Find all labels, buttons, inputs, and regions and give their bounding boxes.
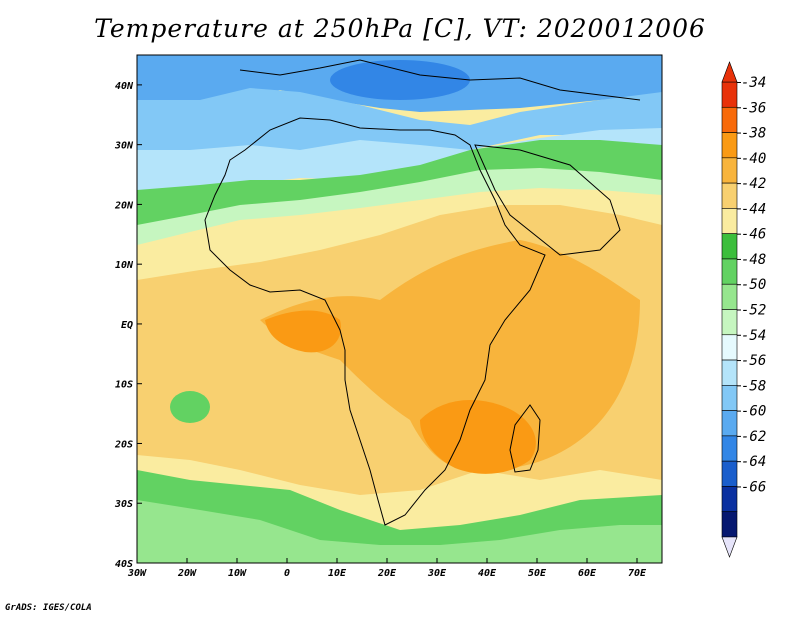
- lat-tick-label: 20S: [114, 439, 133, 450]
- lon-tick-label: 40E: [478, 568, 497, 579]
- lat-tick-label: 10S: [115, 380, 133, 391]
- field-region-pale-green: [137, 168, 662, 245]
- lon-tick-label: 10W: [228, 568, 247, 579]
- arabia-coastline: [474, 144, 621, 256]
- colorbar-swatch: [721, 486, 738, 513]
- lat-tick-label: 30S: [114, 499, 133, 510]
- field-region-med-cold: [330, 60, 470, 100]
- lat-tick-label: 40N: [115, 81, 134, 92]
- colorbar-swatch: [721, 460, 738, 487]
- map-title: Temperature at 250hPa [C], VT: 202001200…: [94, 14, 706, 43]
- lon-tick-label: 0: [284, 568, 290, 579]
- colorbar-swatch: [721, 435, 738, 462]
- lat-tick-label: 30N: [114, 141, 134, 152]
- colorbar-label: -42: [741, 176, 766, 192]
- europe-coastline: [239, 59, 641, 101]
- colorbar-label: -40: [741, 151, 766, 167]
- colorbar-label: -60: [741, 404, 766, 420]
- lon-tick-label: 20W: [177, 568, 197, 579]
- colorbar-label: -48: [741, 252, 766, 268]
- latitude-ticks: 40N 30N 20N 10N EQ 10S 20S 30S 40S: [114, 81, 142, 570]
- colorbar-swatch: [721, 359, 738, 386]
- colorbar: -34 -36 -38 -40 -42 -44 -46 -48 -50 -52 -54 -56 -58 -…: [721, 61, 766, 558]
- lat-tick-label: EQ: [121, 320, 133, 331]
- field-region-warm-core: [260, 240, 640, 470]
- colorbar-swatch: [721, 106, 738, 133]
- colorbar-swatch: [721, 157, 738, 184]
- colorbar-label: -52: [741, 303, 766, 319]
- colorbar-label: -36: [741, 100, 766, 116]
- colorbar-swatch: [721, 208, 738, 234]
- coastlines: [204, 59, 641, 526]
- lon-tick-label: 50E: [528, 568, 547, 579]
- colorbar-swatch: [721, 410, 738, 437]
- colorbar-label: -64: [741, 454, 766, 470]
- colorbar-label: -66: [741, 479, 766, 495]
- colorbar-swatch: [721, 258, 738, 285]
- colorbar-over-triangle: [721, 61, 738, 83]
- colorbar-swatch: [721, 309, 738, 336]
- colorbar-swatch: [721, 385, 738, 411]
- lon-tick-label: 70E: [628, 568, 647, 579]
- colorbar-label: -62: [741, 429, 766, 445]
- colorbar-label: -44: [741, 201, 766, 217]
- madagascar-coastline: [509, 404, 541, 473]
- colorbar-label: -56: [741, 353, 766, 369]
- lon-tick-label: 10E: [328, 568, 347, 579]
- plot-frame: [136, 54, 663, 564]
- temperature-field: [137, 55, 662, 563]
- field-region-south-pale: [137, 500, 662, 563]
- lat-tick-label: 10N: [115, 260, 134, 271]
- colorbar-label: -34: [741, 75, 766, 91]
- colorbar-swatch: [721, 511, 738, 538]
- field-region-hot-spot: [420, 400, 536, 474]
- colorbar-swatch: [721, 233, 738, 260]
- credit-label: GrADS: IGES/COLA: [5, 603, 92, 613]
- longitude-ticks: 30W 20W 10W 0 10E 20E 30E 40E 50E 60E 70E: [127, 558, 647, 579]
- lat-tick-label: 20N: [114, 200, 134, 211]
- lon-tick-label: 20E: [377, 568, 397, 579]
- colorbar-swatch: [721, 283, 738, 310]
- colorbar-label: -50: [741, 277, 766, 293]
- colorbar-label: -54: [741, 328, 766, 344]
- lon-tick-label: 30E: [427, 568, 447, 579]
- lon-tick-label: 60E: [578, 568, 597, 579]
- colorbar-under-triangle: [721, 536, 738, 558]
- colorbar-swatch: [721, 334, 738, 361]
- africa-coastline: [204, 117, 546, 526]
- colorbar-label: -46: [741, 227, 766, 243]
- colorbar-swatch: [721, 81, 738, 108]
- colorbar-swatch: [721, 132, 738, 159]
- colorbar-label: -38: [741, 126, 766, 142]
- colorbar-swatch: [721, 182, 738, 209]
- lon-tick-label: 30W: [127, 568, 147, 579]
- field-region-hot-spot-2: [265, 310, 341, 353]
- colorbar-label: -58: [741, 378, 766, 394]
- field-region-isolated-green: [170, 391, 210, 423]
- lat-tick-label: 40S: [115, 559, 133, 570]
